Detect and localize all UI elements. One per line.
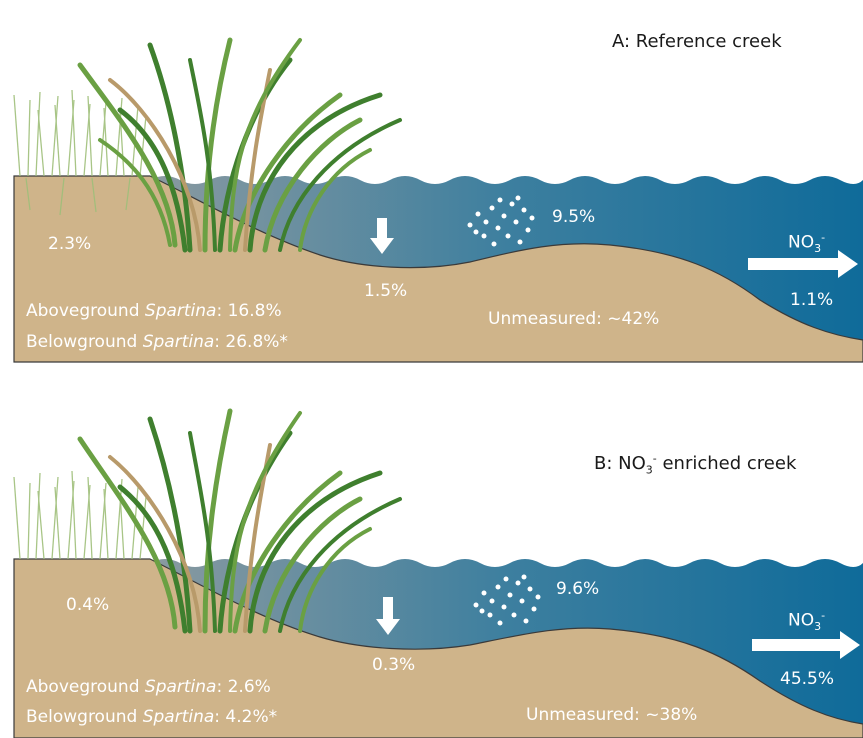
burial-percentage: 1.5% (364, 281, 408, 301)
export-label: NO3- (788, 609, 826, 634)
tall-grass-icon (77, 37, 402, 253)
panel-a-illustration (13, 37, 863, 363)
belowground-label: Belowground Spartina: 26.8%* (26, 332, 288, 352)
dots-cluster-icon (467, 195, 535, 247)
marsh-percentage: 2.3% (48, 234, 92, 254)
dots-cluster-icon (473, 574, 541, 626)
panel-enriched-creek: B: NO3- enriched creek 0.4% 0.3% 9.6% NO… (0, 369, 863, 738)
panel-b-title: B: NO3- enriched creek (594, 452, 797, 477)
marsh-percentage: 0.4% (66, 595, 110, 615)
export-percentage: 1.1% (790, 290, 834, 310)
burial-percentage: 0.3% (372, 655, 416, 675)
export-percentage: 45.5% (780, 669, 835, 689)
right-arrow-icon (748, 250, 858, 278)
panel-b-illustration (13, 408, 863, 738)
short-grass-icon (13, 470, 147, 560)
down-arrow-icon (376, 597, 400, 635)
sediment (13, 558, 863, 738)
panel-reference-creek: A: Reference creek 2.3% 1.5% 9.5% NO3- 1… (13, 31, 863, 363)
aboveground-label: Aboveground Spartina: 2.6% (26, 677, 271, 697)
denitrification-percentage: 9.6% (556, 579, 600, 599)
export-label: NO3- (788, 231, 826, 256)
short-grass-icon (13, 89, 147, 216)
tall-grass-icon (77, 408, 402, 634)
aboveground-label: Aboveground Spartina: 16.8% (26, 301, 282, 321)
unmeasured-label: Unmeasured: ~38% (526, 705, 698, 725)
sediment (13, 175, 863, 363)
down-arrow-icon (370, 218, 394, 254)
panel-a-title: A: Reference creek (612, 31, 782, 52)
belowground-label: Belowground Spartina: 4.2%* (26, 707, 278, 727)
denitrification-percentage: 9.5% (552, 207, 596, 227)
right-arrow-icon (752, 631, 860, 659)
unmeasured-label: Unmeasured: ~42% (488, 309, 660, 329)
